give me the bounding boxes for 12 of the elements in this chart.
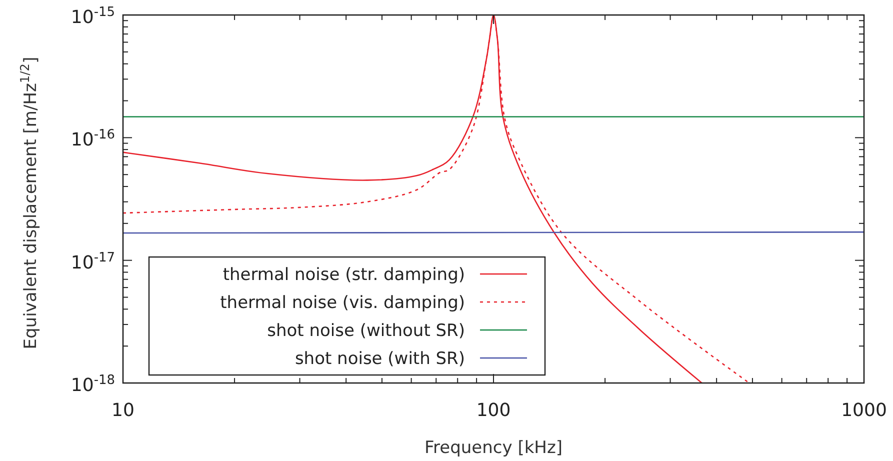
y-tick-label: 10$^{-17}$ (70, 250, 115, 274)
legend-label: shot noise (with SR) (294, 349, 465, 369)
y-tick-label: 10$^{-18}$ (70, 372, 115, 396)
x-tick-label: 100 (476, 400, 511, 421)
legend-label: thermal noise (str. damping) (222, 265, 465, 285)
y-tick-label: 10$^{-15}$ (70, 4, 115, 28)
legend-label: shot noise (without SR) (267, 321, 465, 341)
y-tick-label: 10$^{-16}$ (70, 127, 115, 151)
legend-label: thermal noise (vis. damping) (220, 293, 465, 313)
x-tick-label: 10 (112, 400, 134, 421)
x-axis-title: Frequency [kHz] (424, 438, 563, 458)
x-tick-label: 1000 (841, 400, 887, 421)
